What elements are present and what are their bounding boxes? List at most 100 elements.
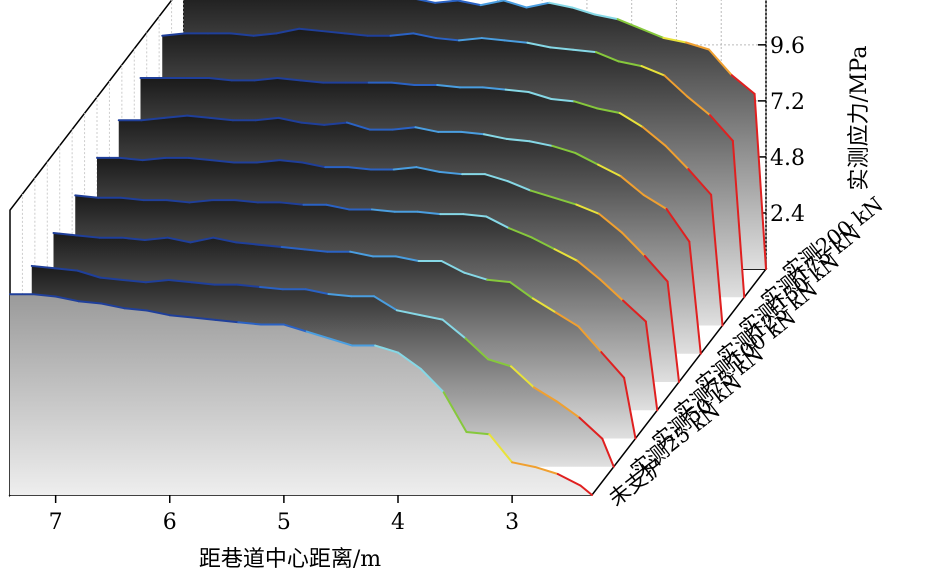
x-tick-label: 7 — [49, 510, 63, 535]
ribbon-top-line — [349, 250, 375, 258]
ribbon-top-line — [278, 159, 304, 164]
ribbon-top-line — [257, 243, 283, 249]
ribbon-top-line — [642, 193, 668, 210]
ribbon-top-line — [554, 311, 580, 328]
ribbon-top-line — [214, 318, 240, 324]
ribbon-top-line — [327, 292, 353, 298]
ribbon-top-line — [623, 376, 637, 440]
ribbon-top-line — [237, 321, 263, 326]
ribbon-top-line — [616, 18, 642, 30]
ribbon-top-line — [463, 271, 489, 281]
ribbon-top-line — [209, 116, 234, 122]
ribbon-top-line — [167, 278, 193, 284]
x-axis-ticks: 7 6 5 4 3 — [49, 495, 519, 535]
ribbon-top-line — [553, 248, 579, 262]
ribbon-top-line — [189, 236, 215, 244]
ribbon-top-line — [507, 227, 533, 239]
ribbon-top-line — [579, 484, 593, 496]
ribbon-top-line — [434, 0, 459, 4]
ribbon-top-line — [415, 166, 441, 173]
ribbon-top-line — [75, 234, 101, 239]
x-tick-label: 6 — [163, 510, 177, 535]
ribbon-top-line — [144, 278, 170, 284]
ribbon-top-line — [253, 76, 279, 82]
ribbon-top-line — [527, 91, 553, 101]
ribbon-top-line — [301, 161, 327, 169]
ribbon-top-line — [548, 1, 573, 9]
ribbon-top-line — [190, 281, 216, 286]
ribbon-top-line — [457, 37, 483, 42]
ribbon-top-line — [528, 140, 554, 147]
ribbon-top-line — [503, 39, 529, 44]
ribbon-top-line — [555, 400, 581, 419]
ribbon-top-line — [161, 32, 187, 37]
ribbon-top-line — [234, 199, 259, 204]
ribbon-top-line — [572, 48, 597, 54]
x-tick-label: 4 — [391, 510, 405, 535]
ribbon-top-line — [597, 163, 622, 178]
ribbon-top-line — [303, 248, 329, 253]
ribbon-top-line — [186, 114, 212, 119]
ribbon-top-line — [118, 156, 144, 162]
ribbon-top-line — [506, 180, 532, 192]
ribbon-top-line — [574, 151, 600, 166]
x-axis-title: 距巷道中心距离/m — [199, 547, 381, 572]
ribbon-top-line — [418, 313, 444, 321]
ribbon-top-line — [595, 107, 621, 115]
ribbon-top-line — [373, 295, 398, 312]
ribbon-top-line — [436, 83, 462, 89]
ribbon-top-line — [577, 325, 603, 354]
ribbon-top-line — [510, 365, 535, 389]
ribbon-top-line — [282, 323, 308, 333]
z-tick-label: 4.8 — [770, 146, 805, 171]
ribbon-top-line — [480, 37, 506, 42]
ribbon-top-line — [486, 278, 511, 284]
ribbon-top-line — [639, 27, 665, 39]
ribbon-top-line — [556, 472, 582, 487]
ribbon-top-line — [664, 144, 690, 171]
ribbon-top-line — [345, 121, 371, 131]
ribbon-top-line — [479, 0, 505, 7]
ribbon-top-line — [163, 114, 189, 119]
ribbon-top-line — [593, 13, 619, 21]
ribbon-top-line — [526, 41, 552, 49]
ribbon-top-line — [305, 330, 331, 340]
ribbon-top-line — [236, 283, 261, 288]
z-tick-label: 2.4 — [770, 202, 805, 227]
ribbon-top-line — [77, 300, 103, 305]
ribbon-top-line — [120, 236, 146, 242]
ribbon-top-line — [511, 461, 536, 468]
ribbon-top-line — [258, 285, 284, 291]
ribbon-top-line — [210, 159, 235, 164]
ribbon-top-line — [412, 32, 438, 40]
ribbon-top-line — [662, 36, 688, 44]
ribbon-top-line — [578, 416, 604, 440]
ribbon-top-line — [504, 88, 530, 93]
ribbon-top-line — [532, 386, 558, 403]
ribbon-top-line — [321, 30, 346, 35]
ribbon-top-line — [276, 76, 302, 82]
ribbon-top-line — [640, 65, 666, 77]
ribbon-top-line — [141, 156, 167, 162]
ribbon-top-line — [688, 240, 702, 355]
ribbon-top-line — [416, 210, 442, 216]
ribbon-top-line — [395, 309, 421, 316]
ribbon-top-line — [709, 114, 734, 142]
ribbon-top-line — [482, 133, 508, 140]
ribbon-top-line — [441, 318, 467, 340]
ribbon-top-line — [573, 100, 598, 110]
ribbon-top-line — [30, 264, 56, 270]
z-axis-title: 实测应力/MPa — [847, 46, 872, 191]
ribbon-top-line — [229, 32, 255, 37]
ribbon-top-line — [394, 255, 420, 263]
ribbon-top-line — [347, 166, 372, 171]
ribbon-top-line — [663, 74, 689, 98]
ribbon-top-line — [304, 288, 330, 295]
ribbon-top-line — [594, 51, 620, 63]
z-axis-ticks: 2.4 4.8 7.2 9.6 12.0 — [758, 0, 819, 227]
ribbon-top-line — [462, 213, 488, 218]
ribbon-top-line — [531, 297, 557, 314]
ribbon-top-line — [707, 48, 733, 77]
ribbon-top-line — [166, 236, 192, 244]
